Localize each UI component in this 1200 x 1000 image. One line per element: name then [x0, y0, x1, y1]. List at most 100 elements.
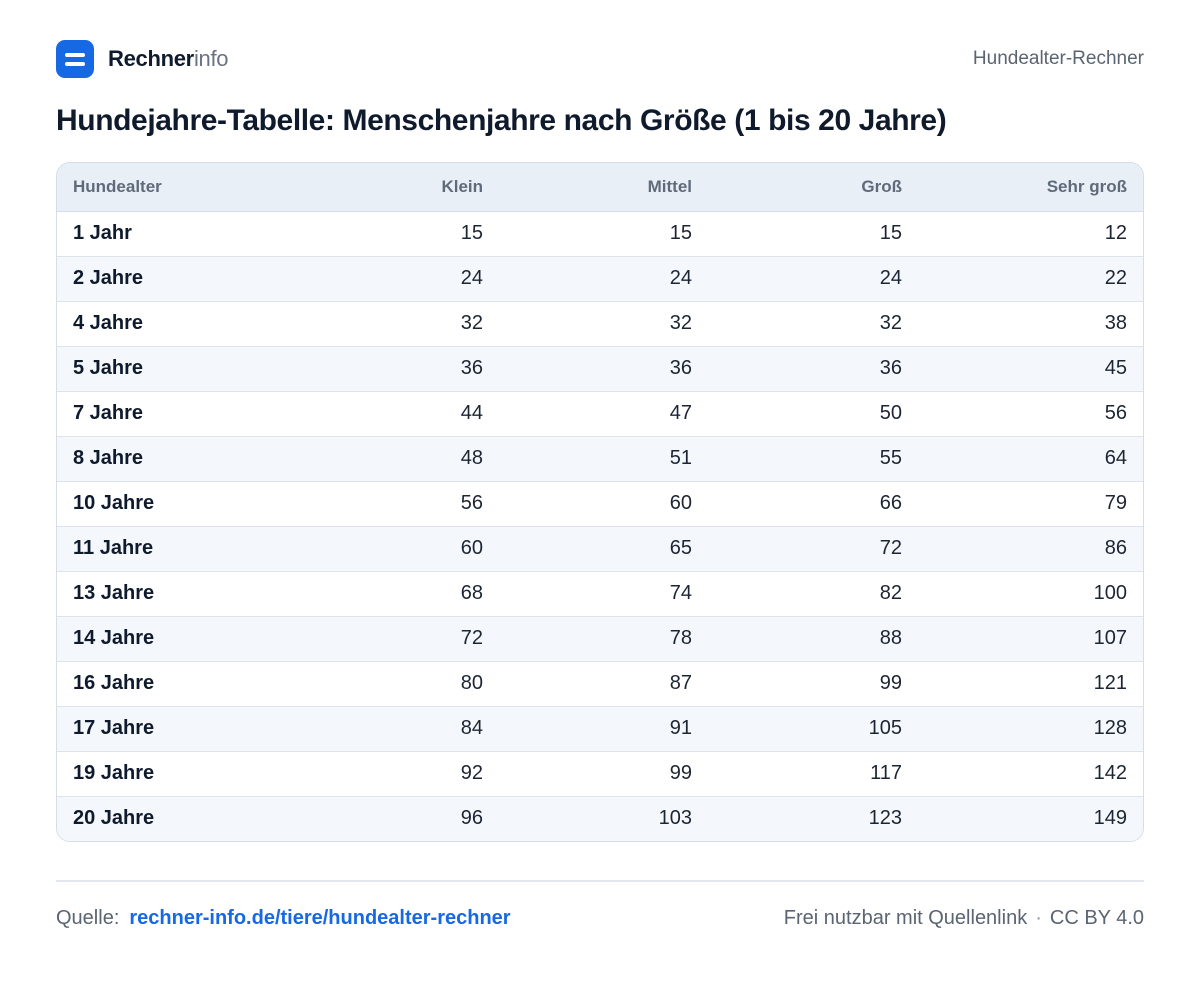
row-age-label: 17 Jahre	[73, 717, 155, 739]
column-header-size-3: Groß	[708, 163, 918, 212]
table-cell: 48	[460, 447, 483, 469]
brand-name-strong: Rechner	[108, 46, 194, 71]
table-body: 1 Jahr 15 15 15 12 2 Jahre 24 24 24 22 4 Jahre 32 32…	[57, 211, 1143, 841]
source-label: Quelle:	[56, 906, 120, 929]
table-cell: 79	[1104, 492, 1127, 514]
table-row: 20 Jahre 96 103 123 149	[57, 796, 1143, 841]
column-header-size-1: Klein	[292, 163, 499, 212]
table-cell: 24	[879, 267, 902, 289]
table-cell: 74	[669, 582, 692, 604]
row-age-label: 20 Jahre	[73, 807, 155, 830]
table-cell: 38	[1104, 312, 1127, 334]
brand-name-light: info	[193, 46, 229, 71]
table-cell: 68	[460, 582, 483, 604]
table-cell: 56	[460, 492, 483, 514]
table-row: 11 Jahre 60 65 72 86	[57, 526, 1143, 571]
table-cell: 24	[460, 267, 483, 289]
table-cell: 72	[879, 537, 902, 559]
column-header-age: Hundealter	[57, 163, 292, 212]
table-cell: 51	[669, 447, 692, 469]
license-name: CC BY 4.0	[1049, 906, 1144, 929]
table-cell: 60	[460, 537, 483, 559]
table-cell: 36	[669, 357, 692, 379]
table-cell: 99	[879, 672, 902, 694]
dog-age-table: Hundealter Klein Mittel Groß Sehr groß 1 Jah…	[57, 163, 1143, 841]
table-cell: 100	[1093, 582, 1127, 604]
table-header-row: Hundealter Klein Mittel Groß Sehr groß	[57, 163, 1143, 212]
license-separator: ·	[1035, 906, 1042, 929]
table-row: 8 Jahre 48 51 55 64	[57, 436, 1143, 481]
page-title: Hundejahre-Tabelle: Menschenjahre nach G…	[56, 104, 947, 137]
table-cell: 107	[1093, 627, 1127, 649]
header: Rechnerinfo Hundealter-Rechner	[56, 40, 1144, 78]
table-cell: 66	[879, 492, 902, 514]
column-header-size-2: Mittel	[499, 163, 708, 212]
menu-icon	[56, 40, 94, 78]
footer-divider	[56, 880, 1144, 882]
table-cell: 82	[879, 582, 902, 604]
table-row: 10 Jahre 56 60 66 79	[57, 481, 1143, 526]
table-cell: 24	[669, 267, 692, 289]
row-age-label: 11 Jahre	[73, 537, 154, 559]
table-cell: 60	[669, 492, 692, 514]
table-cell: 64	[1104, 447, 1127, 469]
table-cell: 149	[1093, 807, 1127, 830]
header-page-label: Hundealter-Rechner	[972, 48, 1144, 69]
table-cell: 32	[460, 312, 483, 334]
row-age-label: 1 Jahr	[73, 222, 132, 244]
table-cell: 92	[460, 762, 483, 784]
table-cell: 22	[1104, 267, 1127, 289]
table-cell: 15	[460, 222, 483, 244]
row-age-label: 13 Jahre	[73, 582, 155, 604]
table-cell: 36	[879, 357, 902, 379]
table-row: 17 Jahre 84 91 105 128	[57, 706, 1143, 751]
table-cell: 105	[868, 717, 902, 739]
table-cell: 15	[669, 222, 692, 244]
license-text: Frei nutzbar mit Quellenlink	[783, 906, 1028, 929]
table-cell: 99	[669, 762, 692, 784]
table-cell: 96	[460, 807, 483, 830]
table-cell: 72	[460, 627, 483, 649]
footer: Quelle: rechner-info.de/tiere/hundealter-…	[56, 904, 1144, 932]
table-row: 13 Jahre 68 74 82 100	[57, 571, 1143, 616]
table-cell: 45	[1104, 357, 1127, 379]
table-row: 4 Jahre 32 32 32 38	[57, 301, 1143, 346]
table-cell: 55	[879, 447, 902, 469]
row-age-label: 7 Jahre	[73, 402, 144, 424]
table-cell: 91	[669, 717, 692, 739]
table-cell: 65	[669, 537, 692, 559]
table-cell: 128	[1093, 717, 1127, 739]
table-cell: 86	[1104, 537, 1127, 559]
table-row: 14 Jahre 72 78 88 107	[57, 616, 1143, 661]
table-row: 2 Jahre 24 24 24 22	[57, 256, 1143, 301]
table-cell: 117	[870, 762, 902, 784]
source: Quelle: rechner-info.de/tiere/hundealter-…	[56, 907, 511, 930]
brand-logo[interactable]: Rechnerinfo	[56, 40, 229, 78]
table-cell: 36	[460, 357, 483, 379]
row-age-label: 19 Jahre	[73, 762, 155, 784]
table-cell: 47	[669, 402, 692, 424]
table-cell: 32	[879, 312, 902, 334]
table-cell: 44	[460, 402, 483, 424]
table-cell: 103	[658, 807, 692, 830]
table-row: 5 Jahre 36 36 36 45	[57, 346, 1143, 391]
row-age-label: 5 Jahre	[73, 357, 144, 379]
brand-name: Rechnerinfo	[108, 46, 229, 72]
row-age-label: 16 Jahre	[73, 672, 155, 694]
table-cell: 87	[669, 672, 692, 694]
table-cell: 88	[879, 627, 902, 649]
row-age-label: 4 Jahre	[73, 312, 144, 334]
row-age-label: 2 Jahre	[73, 267, 144, 289]
source-link[interactable]: rechner-info.de/tiere/hundealter-rechner	[129, 906, 511, 929]
table-row: 1 Jahr 15 15 15 12	[57, 211, 1143, 256]
row-age-label: 14 Jahre	[73, 627, 155, 649]
table-cell: 12	[1104, 222, 1127, 244]
table-cell: 32	[669, 312, 692, 334]
table-row: 7 Jahre 44 47 50 56	[57, 391, 1143, 436]
table-cell: 78	[669, 627, 692, 649]
license: Frei nutzbar mit Quellenlink · CC BY 4.0	[784, 907, 1144, 930]
dog-age-table-card: Hundealter Klein Mittel Groß Sehr groß 1 Jah…	[56, 162, 1144, 842]
table-cell: 142	[1093, 762, 1127, 784]
table-cell: 84	[460, 717, 483, 739]
